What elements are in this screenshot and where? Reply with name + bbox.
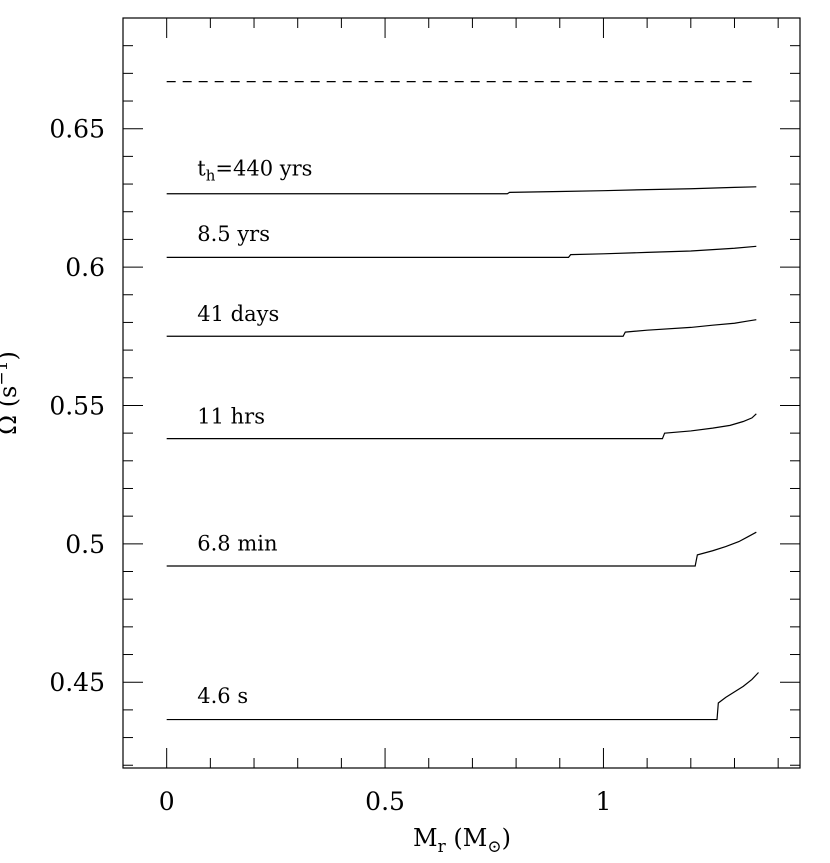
series-label-4: 6.8 min <box>197 532 277 556</box>
y-axis-label-close: ) <box>0 351 22 360</box>
y-axis-label-sup: −1 <box>0 361 12 386</box>
y-tick-label: 0.45 <box>49 668 105 697</box>
y-tick-label: 0.65 <box>49 115 105 144</box>
x-axis-label-main: M <box>413 824 438 852</box>
y-tick-label: 0.5 <box>65 530 105 559</box>
x-tick-label: 0 <box>159 787 175 816</box>
plot-frame <box>122 17 801 769</box>
series-line-2 <box>166 319 757 337</box>
series-label-3: 11 hrs <box>197 404 265 428</box>
series-line-4 <box>166 531 757 567</box>
series-line-0 <box>166 186 757 195</box>
series-lines <box>166 81 759 721</box>
series-label-1: 8.5 yrs <box>197 222 270 246</box>
x-axis-label: Mr (M⊙) <box>413 824 511 857</box>
series-line-1 <box>166 245 757 258</box>
x-tick-label: 1 <box>595 787 611 816</box>
tick-labels: 0 0.5 1 0.45 0.5 0.55 0.6 0.65 <box>49 115 611 816</box>
y-axis-label: Ω (s−1) <box>0 351 22 435</box>
series-label-5: 4.6 s <box>197 684 248 708</box>
series-label-0: th=440 yrs <box>197 157 312 185</box>
ticks-layer <box>123 18 800 768</box>
x-axis-label-unit-open: (M <box>446 824 488 852</box>
y-axis-label-main: Ω (s <box>0 386 22 435</box>
x-tick-label: 0.5 <box>365 787 405 816</box>
y-tick-label: 0.6 <box>65 253 105 282</box>
x-axis-label-sub: r <box>438 837 447 857</box>
x-axis-label-unit-close: ) <box>502 824 511 852</box>
series-label-2: 41 days <box>197 302 279 326</box>
x-axis-label-unit-sub: ⊙ <box>487 837 501 857</box>
series-line-5 <box>166 672 759 721</box>
y-tick-label: 0.55 <box>49 391 105 420</box>
series-labels: th=440 yrs 8.5 yrs 41 days 11 hrs 6.8 min 4.6… <box>197 157 312 708</box>
series-line-3 <box>166 413 757 440</box>
